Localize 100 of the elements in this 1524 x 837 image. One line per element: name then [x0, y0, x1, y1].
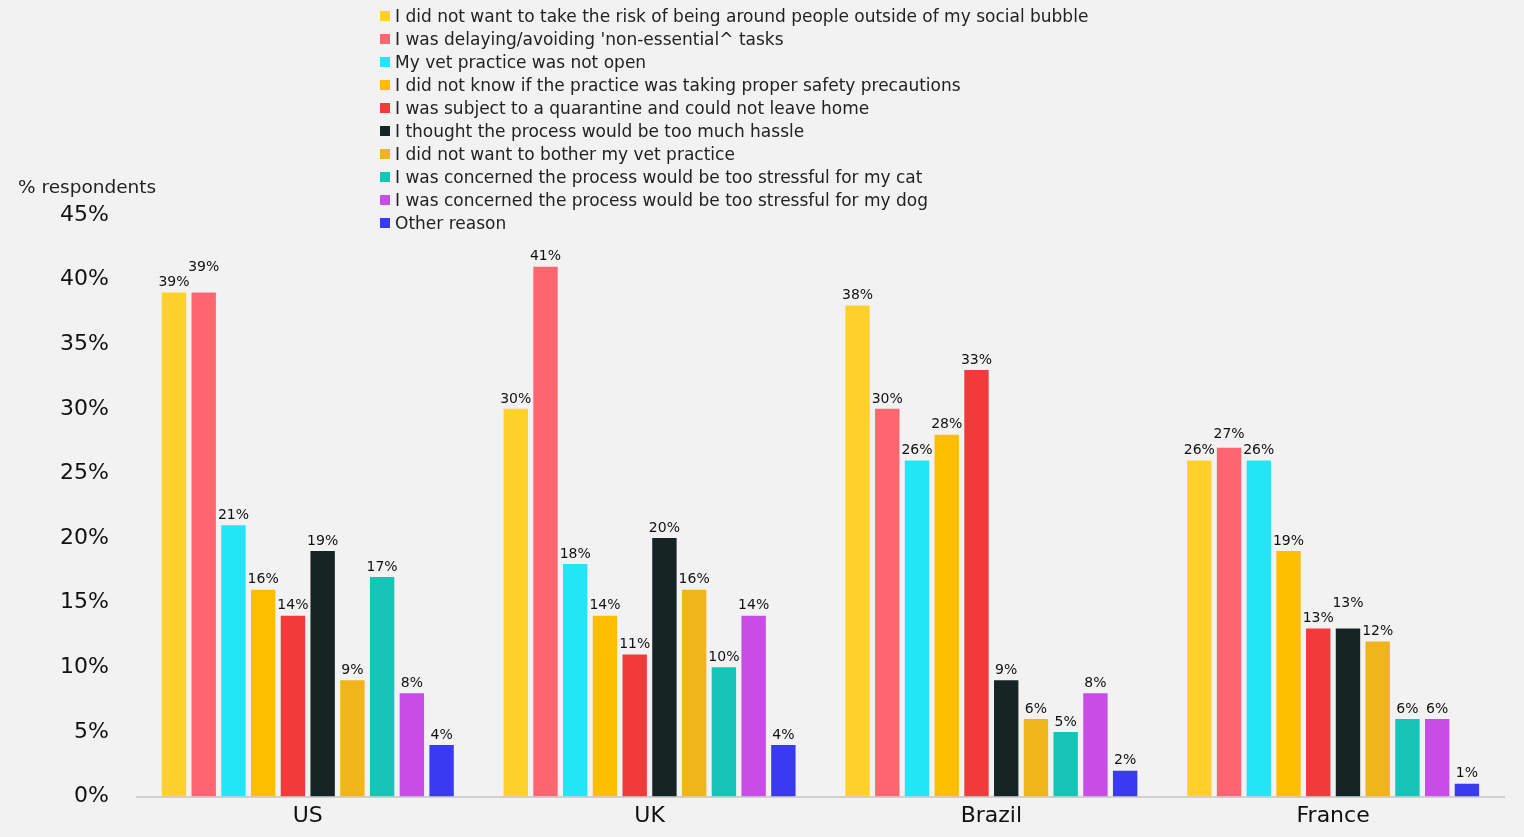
- data-label: 30%: [871, 389, 903, 406]
- bar: [1187, 460, 1212, 797]
- y-tick-label: 0%: [73, 782, 109, 808]
- bar: [994, 680, 1019, 797]
- data-label: 33%: [960, 350, 993, 367]
- bar: [161, 292, 187, 797]
- data-label: 19%: [1272, 531, 1305, 548]
- bar: [533, 266, 558, 797]
- data-label: 6%: [1024, 699, 1048, 716]
- y-tick-label: 15%: [59, 588, 109, 614]
- bar: [652, 538, 677, 797]
- y-tick-label: 25%: [59, 459, 109, 485]
- data-label: 5%: [1054, 712, 1077, 729]
- data-label: 14%: [277, 596, 309, 613]
- y-tick-label: 45%: [59, 200, 109, 226]
- data-label: 26%: [901, 441, 933, 458]
- bar: [1395, 719, 1420, 797]
- bar: [1246, 460, 1271, 797]
- data-label: 13%: [1302, 609, 1334, 626]
- data-label: 39%: [188, 258, 220, 275]
- bar: [1365, 641, 1390, 797]
- data-label: 2%: [1114, 751, 1137, 768]
- data-label: 16%: [678, 570, 710, 587]
- data-label: 19%: [307, 531, 339, 548]
- y-tick-label: 40%: [59, 265, 109, 291]
- data-label: 41%: [529, 247, 562, 264]
- bar: [503, 408, 528, 797]
- y-tick-label: 5%: [73, 717, 109, 743]
- legend-label: Other reason: [395, 212, 507, 233]
- data-label: 9%: [341, 660, 364, 677]
- bar: [1053, 731, 1078, 797]
- data-label: 18%: [559, 544, 591, 561]
- data-label: 6%: [1396, 699, 1419, 716]
- bar: [1454, 783, 1480, 797]
- data-label: 20%: [648, 518, 680, 535]
- bar: [1424, 719, 1450, 797]
- data-label: 17%: [366, 557, 398, 574]
- bar: [875, 408, 900, 797]
- bar: [250, 589, 276, 797]
- x-tick-label: France: [1296, 801, 1370, 827]
- x-tick-label: Brazil: [960, 801, 1023, 827]
- data-label: 11%: [619, 635, 651, 652]
- data-label: 26%: [1183, 441, 1215, 458]
- legend-label: I did not want to take the risk of being around people outside of my social bubble: [395, 5, 1089, 26]
- data-label: 8%: [1084, 673, 1107, 690]
- y-tick-label: 20%: [59, 523, 109, 549]
- data-label: 4%: [772, 725, 795, 742]
- bar: [622, 654, 647, 797]
- legend-label: I did not want to bother my vet practice: [395, 143, 735, 164]
- bar: [563, 563, 588, 797]
- data-label: 26%: [1243, 441, 1275, 458]
- bar: [1276, 551, 1301, 797]
- bar: [592, 615, 618, 797]
- bar: [771, 744, 796, 797]
- bar: [429, 744, 454, 797]
- bar: [221, 525, 246, 797]
- data-label: 8%: [400, 673, 423, 690]
- bar: [399, 693, 425, 797]
- legend-label: I did not know if the practice was taking proper safety precautions: [395, 74, 961, 95]
- bar: [845, 305, 870, 797]
- data-label: 39%: [158, 273, 190, 290]
- bar: [904, 460, 930, 797]
- bar: [964, 370, 989, 797]
- bar: [369, 576, 395, 797]
- data-label: 13%: [1332, 594, 1364, 611]
- bar: [741, 615, 766, 797]
- bar: [1216, 447, 1242, 797]
- legend-label: I was subject to a quarantine and could not leave home: [395, 97, 870, 118]
- data-label: 14%: [738, 596, 770, 613]
- x-tick-label: UK: [634, 801, 666, 827]
- bar: [1023, 719, 1049, 797]
- data-label: 12%: [1362, 622, 1394, 639]
- bar: [191, 292, 216, 797]
- data-label: 28%: [931, 415, 963, 432]
- data-label: 4%: [430, 725, 453, 742]
- bar: [681, 589, 707, 797]
- bar: [310, 551, 335, 797]
- y-tick-label: 10%: [59, 653, 109, 679]
- data-label: 21%: [217, 505, 250, 522]
- bar: [1335, 628, 1361, 797]
- legend-label: I was concerned the process would be too stressful for my cat: [395, 166, 923, 187]
- legend-label: I was concerned the process would be too stressful for my dog: [395, 189, 928, 210]
- bar: [280, 615, 306, 797]
- bar: [1083, 693, 1108, 797]
- data-label: 38%: [841, 286, 874, 303]
- legend-label: I was delaying/avoiding 'non-essential^ tasks: [395, 28, 784, 49]
- legend-label: My vet practice was not open: [395, 51, 647, 72]
- bar: [934, 434, 959, 797]
- x-tick-label: US: [292, 801, 323, 827]
- bar: [1112, 770, 1138, 797]
- y-axis-title: % respondents: [18, 176, 157, 197]
- bar: [711, 667, 737, 797]
- bar: [340, 680, 365, 797]
- y-tick-label: 35%: [59, 329, 109, 355]
- data-label: 10%: [708, 648, 740, 664]
- data-label: 16%: [247, 570, 279, 587]
- data-label: 1%: [1455, 764, 1479, 781]
- data-label: 14%: [589, 596, 621, 613]
- legend-label: I thought the process would be too much hassle: [395, 120, 805, 141]
- data-label: 9%: [995, 660, 1018, 677]
